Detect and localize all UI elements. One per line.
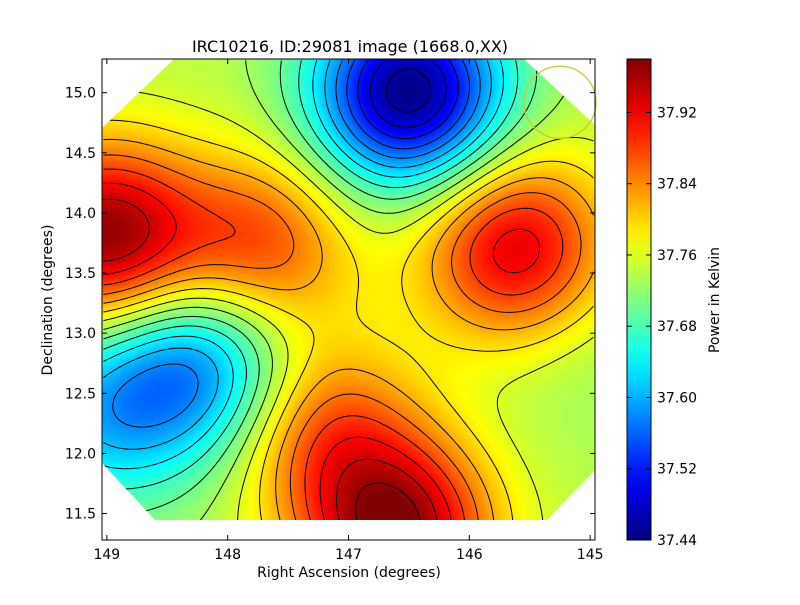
x-axis-label: Right Ascension (degrees) — [257, 565, 441, 581]
y-tick-label: 12.0 — [65, 446, 96, 462]
y-tick-label: 14.0 — [65, 206, 96, 222]
chart-title: IRC10216, ID:29081 image (1668.0,XX) — [192, 37, 508, 56]
colorbar-tick-label: 37.84 — [657, 177, 697, 193]
x-axis: 149 148 147 146 145 — [93, 59, 604, 563]
y-tick-label: 11.5 — [65, 507, 96, 523]
heatmap-image — [102, 59, 595, 520]
colorbar-tick-label: 37.44 — [657, 533, 697, 549]
colorbar — [626, 58, 652, 541]
y-axis-label: Declination (degrees) — [40, 225, 56, 376]
y-tick-label: 15.0 — [65, 86, 96, 102]
colorbar-tick-label: 37.76 — [657, 248, 697, 264]
x-tick-label: 146 — [456, 547, 483, 563]
colorbar-tick-label: 37.92 — [657, 105, 697, 121]
colorbar-tick-label: 37.52 — [657, 462, 697, 478]
y-axis: 11.5 12.0 12.5 13.0 13.5 14.0 14.5 15.0 — [65, 86, 595, 523]
colorbar-axis: 37.44 37.52 37.60 37.68 37.76 37.84 37.92 — [627, 105, 697, 549]
y-tick-label: 12.5 — [65, 386, 96, 402]
x-tick-label: 148 — [214, 547, 241, 563]
y-tick-label: 13.0 — [65, 326, 96, 342]
colorbar-tick-label: 37.68 — [657, 319, 697, 335]
y-tick-label: 14.5 — [65, 146, 96, 162]
x-tick-label: 147 — [335, 547, 362, 563]
x-tick-label: 149 — [93, 547, 120, 563]
colorbar-tick-label: 37.60 — [657, 390, 697, 406]
beam-circle — [523, 65, 597, 140]
colorbar-label: Power in Kelvin — [707, 247, 723, 353]
y-tick-label: 13.5 — [65, 266, 96, 282]
x-tick-label: 145 — [577, 547, 604, 563]
